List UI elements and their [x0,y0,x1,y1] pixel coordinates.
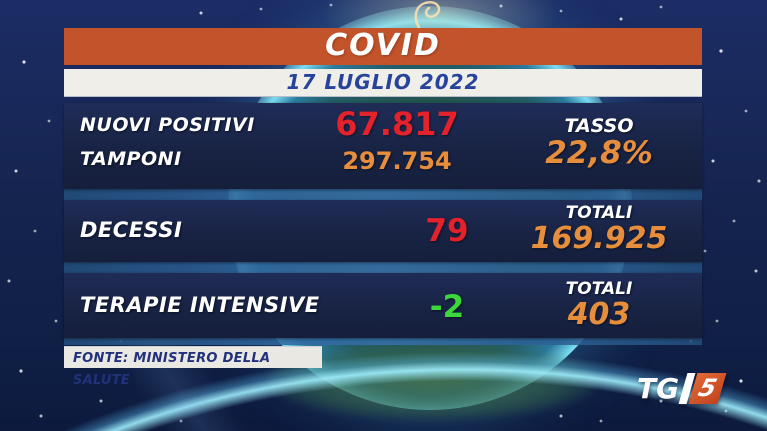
value-tasso: 22,8% [545,135,653,171]
tg5-logo-channel-box: 5 [688,372,727,404]
value-decessi: 79 [425,213,469,249]
source-bar: FONTE: MINISTERO DELLA SALUTE [64,346,322,388]
divider [64,262,702,273]
row-label-terapie-intensive: TERAPIE INTENSIVE [80,293,320,317]
panel-nuovi-positivi: NUOVI POSITIVI TAMPONI 67.817 297.754 TA… [64,103,702,189]
value-decessi-totali: 169.925 [530,221,668,256]
divider [64,189,702,200]
panel-terapie-intensive: TERAPIE INTENSIVE -2 TOTALI 403 [64,273,702,338]
row-label-decessi: DECESSI [80,218,183,242]
page-title: COVID [325,28,441,63]
side-label-totali: TOTALI [565,203,633,223]
divider [64,338,702,345]
light-flare-icon [414,0,441,42]
covid-infographic: COVID 17 LUGLIO 2022 NUOVI POSITIVI TAMP… [64,28,702,388]
panel-decessi: DECESSI 79 TOTALI 169.925 [64,200,702,262]
title-bar: COVID [64,28,702,65]
tg5-logo: TG 5 [637,371,727,405]
date-bar: 17 LUGLIO 2022 [64,69,702,97]
value-terapie-intensive: -2 [429,289,465,325]
side-label-tasso: TASSO [564,115,634,137]
value-tamponi: 297.754 [342,147,452,175]
date-text: 17 LUGLIO 2022 [286,70,480,94]
value-nuovi-positivi: 67.817 [335,105,459,143]
starfield [0,0,2,2]
value-terapie-totali: 403 [567,297,631,332]
side-label-totali: TOTALI [565,279,633,299]
row-label-tamponi: TAMPONI [80,148,182,170]
tg5-logo-text: TG [637,371,680,405]
tg5-channel-number: 5 [695,373,721,402]
source-text: FONTE: MINISTERO DELLA SALUTE [73,351,271,388]
row-label-nuovi-positivi: NUOVI POSITIVI [80,114,255,136]
